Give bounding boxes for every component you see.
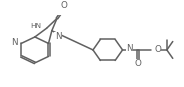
Text: N: N bbox=[55, 32, 61, 41]
Text: O: O bbox=[60, 1, 67, 10]
Text: HN: HN bbox=[31, 23, 42, 29]
Text: O: O bbox=[154, 45, 161, 54]
Text: O: O bbox=[135, 59, 142, 68]
Text: N: N bbox=[11, 38, 17, 47]
Text: N: N bbox=[126, 44, 133, 53]
